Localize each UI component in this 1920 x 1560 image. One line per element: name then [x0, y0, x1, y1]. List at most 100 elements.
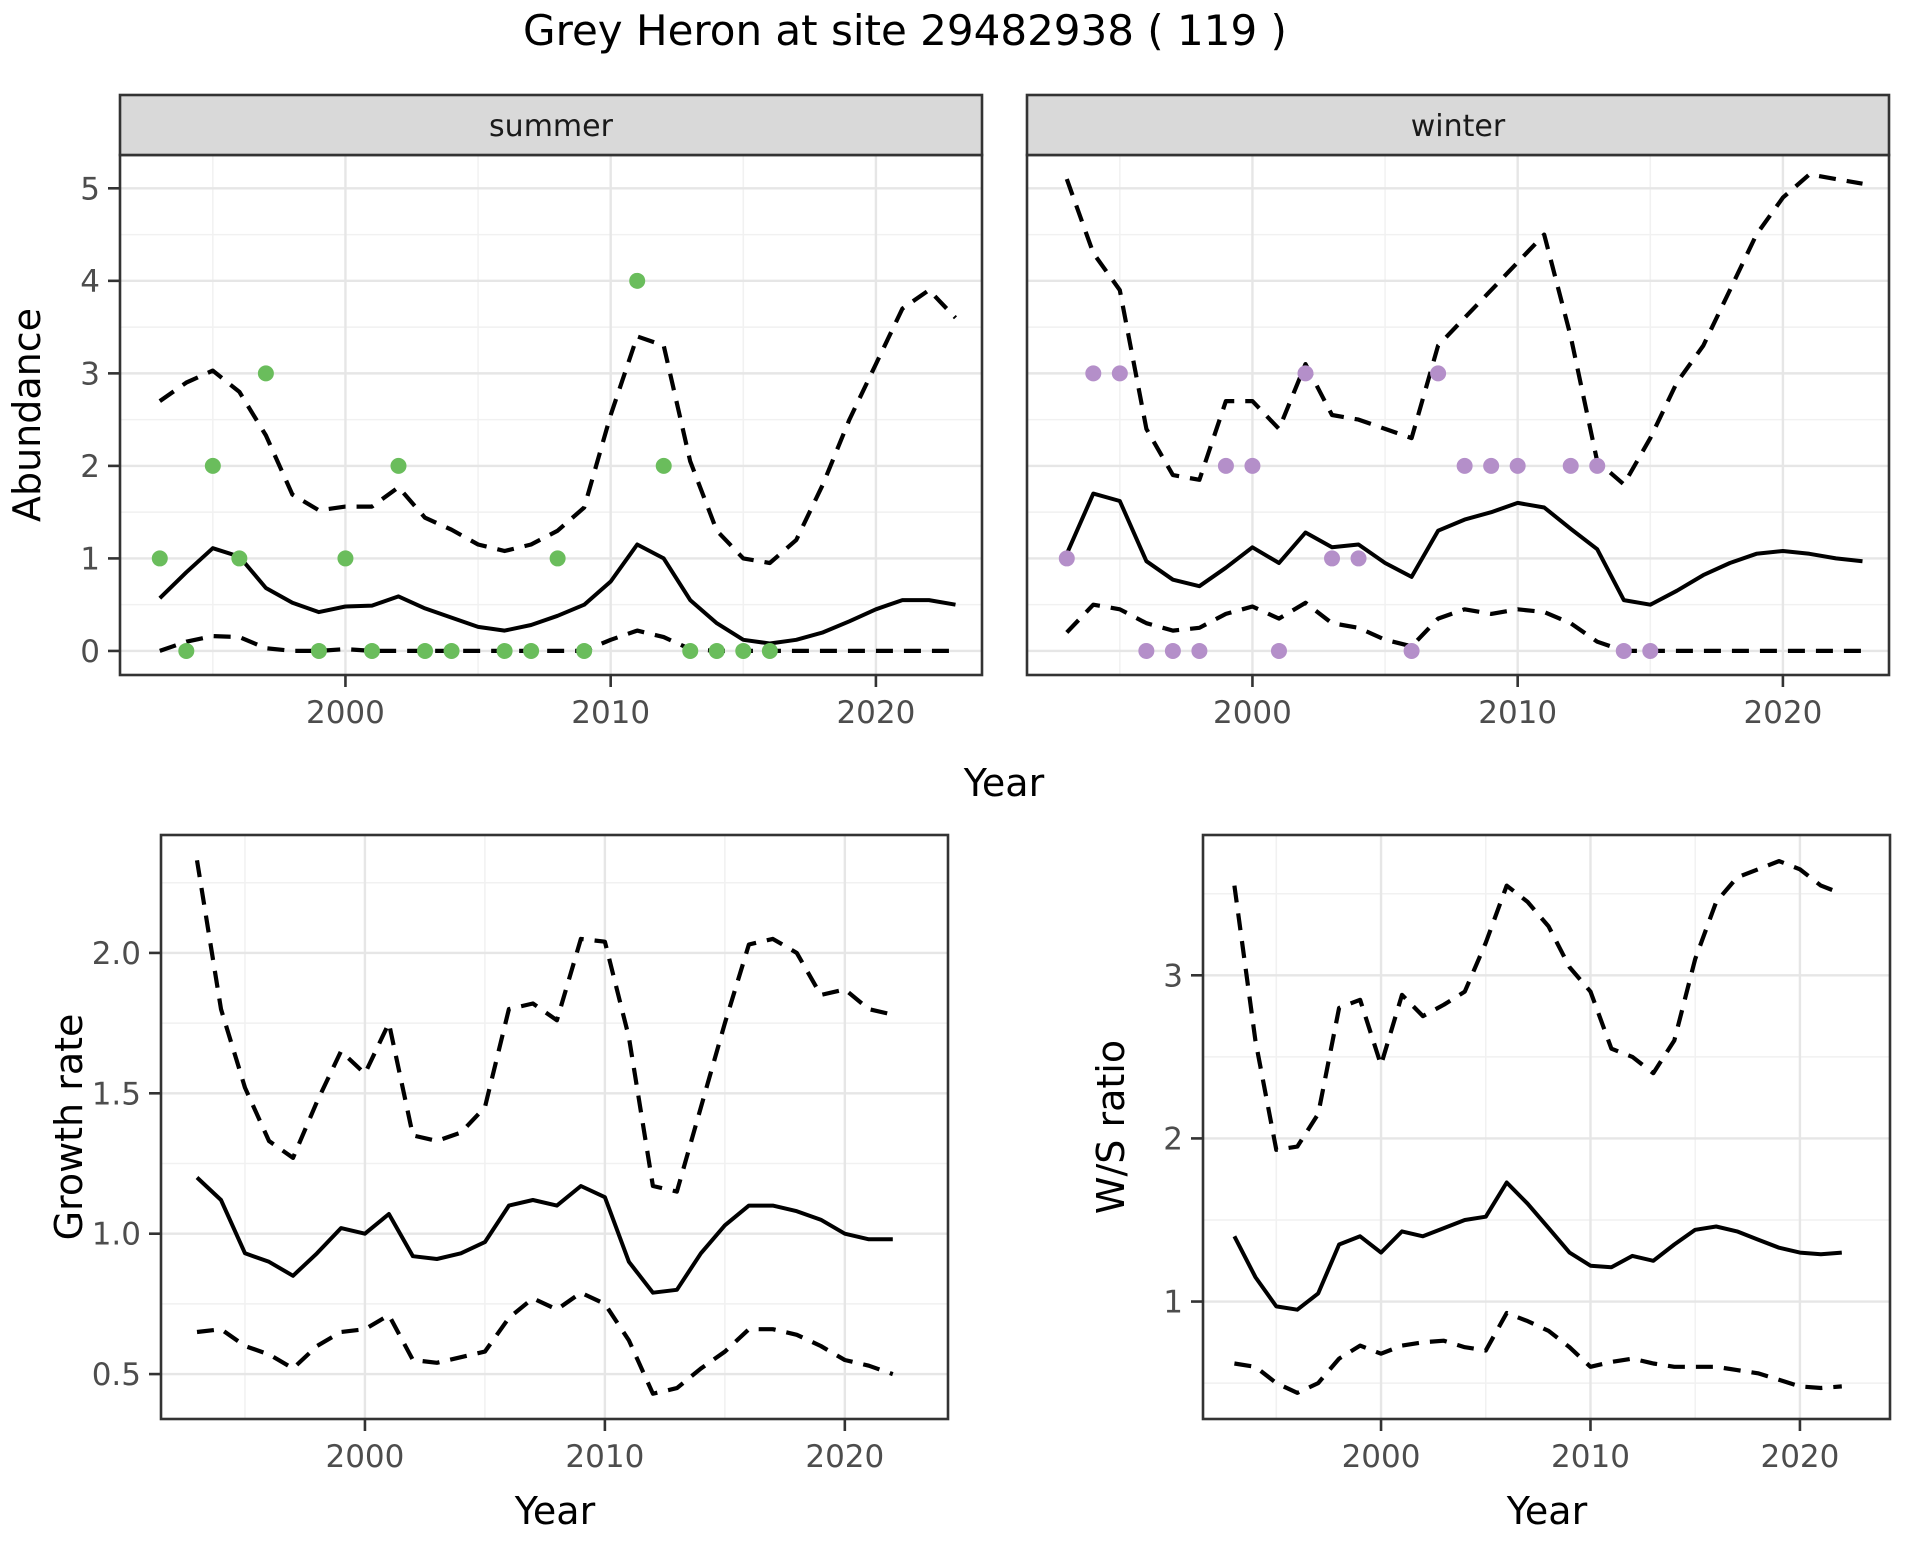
panel-background [161, 835, 948, 1419]
y-tick-label: 3 [1163, 958, 1183, 994]
observation-dot [1085, 365, 1102, 382]
y-tick-label: 2 [80, 449, 100, 485]
facet-strip-label: winter [1411, 109, 1506, 144]
x-tick-label: 2020 [1760, 1439, 1839, 1475]
median-line [195, 1176, 893, 1295]
y-axis-title: Growth rate [47, 1014, 91, 1241]
observation-dot [1483, 457, 1500, 474]
observation-dot [1456, 457, 1473, 474]
observation-dot [417, 642, 434, 659]
observation-dot [1138, 642, 1155, 659]
observation-dot [1324, 550, 1341, 567]
observation-dot [204, 457, 221, 474]
x-axis-title: Year [514, 1489, 596, 1533]
y-tick-label: 1.5 [92, 1076, 141, 1112]
median-line [1064, 491, 1863, 607]
x-tick-label: 2010 [1478, 695, 1557, 731]
observation-dot [151, 550, 168, 567]
observation-dot [1111, 365, 1128, 382]
observation-dot [1589, 457, 1606, 474]
observation-dot [549, 550, 566, 567]
x-tick-label: 2000 [325, 1439, 404, 1475]
panel-abundance_summer: summer 2000 2010 2020 0 1 2 3 4 5 Year Abundance [5, 93, 1045, 805]
y-tick-label: 4 [80, 264, 100, 300]
panel-abundance_winter: winter 2000 2010 2020 [1025, 93, 1891, 731]
ci_lower-line [1234, 1310, 1842, 1396]
x-tick-label: 2010 [565, 1439, 644, 1475]
observation-dot [1642, 642, 1659, 659]
y-tick-label: 5 [80, 171, 100, 207]
y-tick-label: 2 [1163, 1121, 1183, 1157]
x-tick-label: 2020 [1743, 695, 1822, 731]
ci_lower-line [1065, 600, 1863, 654]
median-line [1232, 1180, 1842, 1312]
observation-dot [1164, 642, 1181, 659]
ci_upper-line [1064, 172, 1863, 487]
observation-dot [231, 550, 248, 567]
observation-dot [1191, 642, 1208, 659]
x-tick-label: 2010 [1551, 1439, 1630, 1475]
observation-points [1058, 365, 1659, 659]
x-tick-label: 2010 [571, 695, 650, 731]
observation-dot [1058, 550, 1075, 567]
observation-dot [1562, 457, 1579, 474]
observation-dot [1244, 457, 1261, 474]
observation-dot [576, 642, 593, 659]
y-tick-label: 1 [1163, 1285, 1183, 1321]
y-tick-label: 0 [80, 634, 100, 670]
y-axis-title: Abundance [5, 308, 49, 522]
observation-dot [337, 550, 354, 567]
y-tick-label: 3 [80, 356, 100, 392]
observation-dot [629, 272, 646, 289]
observation-dot [1403, 642, 1420, 659]
plot-title: Grey Heron at site 29482938 ( 119 ) [523, 6, 1287, 55]
observation-dot [178, 642, 195, 659]
x-tick-label: 2020 [805, 1439, 884, 1475]
observation-dot [390, 457, 407, 474]
ci_upper-line [158, 288, 958, 566]
facet-strip [1025, 93, 1891, 157]
observation-dot [735, 642, 752, 659]
panel-background [1027, 155, 1889, 675]
x-tick-label: 2020 [836, 695, 915, 731]
ci_lower-line [159, 628, 956, 654]
x-tick-label: 2000 [1213, 695, 1292, 731]
y-tick-label: 1 [80, 541, 100, 577]
observation-dot [1430, 365, 1447, 382]
observation-dot [1615, 642, 1632, 659]
observation-dot [761, 642, 778, 659]
observation-dot [1350, 550, 1367, 567]
panel-growth_rate: 2000 2010 2020 0.5 1.0 1.5 2.0 Year Growth rate [47, 833, 950, 1533]
panel-border [1201, 833, 1892, 1421]
observation-dot [1509, 457, 1526, 474]
observation-dot [363, 642, 380, 659]
median-line [158, 542, 956, 646]
observation-dot [496, 642, 513, 659]
x-axis-title: Year [963, 761, 1045, 805]
facet-strip [118, 93, 984, 157]
observation-dot [1297, 365, 1314, 382]
y-axis-title: W/S ratio [1089, 1040, 1133, 1214]
x-axis-title: Year [1506, 1489, 1588, 1533]
observation-dot [682, 642, 699, 659]
observation-dot [655, 457, 672, 474]
panel-ws_ratio: 2000 2010 2020 1 2 3 Year W/S ratio [1089, 833, 1892, 1533]
y-tick-label: 0.5 [92, 1357, 141, 1393]
panel-border [159, 833, 950, 1421]
observation-dot [310, 642, 327, 659]
observation-points [151, 272, 778, 659]
observation-dot [1217, 457, 1234, 474]
ci_lower-line [196, 1290, 894, 1396]
x-tick-label: 2000 [306, 695, 385, 731]
panel-background [1203, 835, 1890, 1419]
observation-dot [257, 365, 274, 382]
observation-dot [708, 642, 725, 659]
observation-dot [523, 642, 540, 659]
ci_upper-line [194, 859, 894, 1194]
y-tick-label: 2.0 [92, 936, 141, 972]
x-tick-label: 2000 [1342, 1439, 1421, 1475]
y-tick-label: 1.0 [92, 1217, 141, 1253]
observation-dot [443, 642, 460, 659]
